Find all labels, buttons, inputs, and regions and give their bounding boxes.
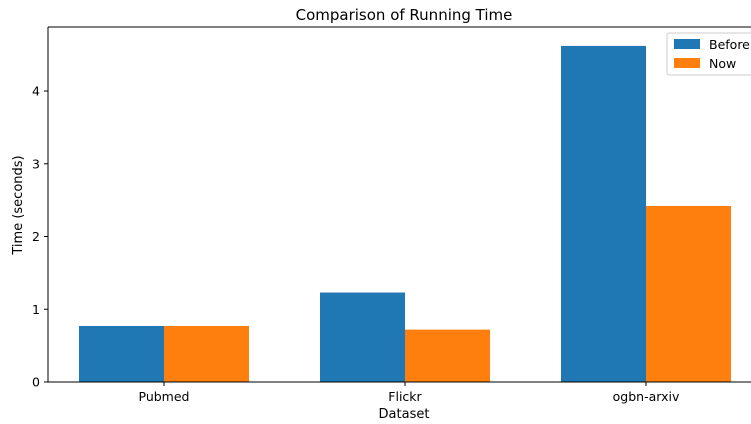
legend-swatch-now bbox=[674, 58, 700, 68]
x-axis-label: Dataset bbox=[379, 407, 430, 422]
legend: Before Now bbox=[666, 32, 751, 76]
legend-label-before: Before bbox=[709, 37, 750, 52]
y-ticks: 0 1 2 3 4 bbox=[32, 84, 48, 390]
x-tick-label: Flickr bbox=[388, 389, 422, 404]
bar-before-pubmed bbox=[79, 325, 164, 382]
bar-now-pubmed bbox=[164, 325, 249, 382]
bar-now-ogbn-arxiv bbox=[646, 205, 731, 382]
y-axis-label: Time (seconds) bbox=[11, 155, 26, 255]
x-ticks: Pubmed Flickr ogbn-arxiv bbox=[139, 382, 680, 404]
axes-layer bbox=[47, 26, 751, 383]
y-tick-label: 3 bbox=[32, 156, 40, 171]
bar-now-flickr bbox=[405, 329, 490, 382]
bar-before-ogbn-arxiv bbox=[561, 45, 646, 382]
legend-label-now: Now bbox=[709, 56, 736, 71]
x-tick-label: ogbn-arxiv bbox=[613, 389, 680, 404]
y-tick-label: 1 bbox=[32, 302, 40, 317]
y-tick-label: 4 bbox=[32, 84, 40, 99]
bar-before-flickr bbox=[320, 292, 405, 382]
y-tick-label: 2 bbox=[32, 229, 40, 244]
y-tick-label: 0 bbox=[32, 375, 40, 390]
x-tick-label: Pubmed bbox=[139, 389, 190, 404]
bars-layer bbox=[79, 45, 731, 382]
legend-swatch-before bbox=[674, 39, 700, 49]
chart-title: Comparison of Running Time bbox=[296, 6, 513, 24]
